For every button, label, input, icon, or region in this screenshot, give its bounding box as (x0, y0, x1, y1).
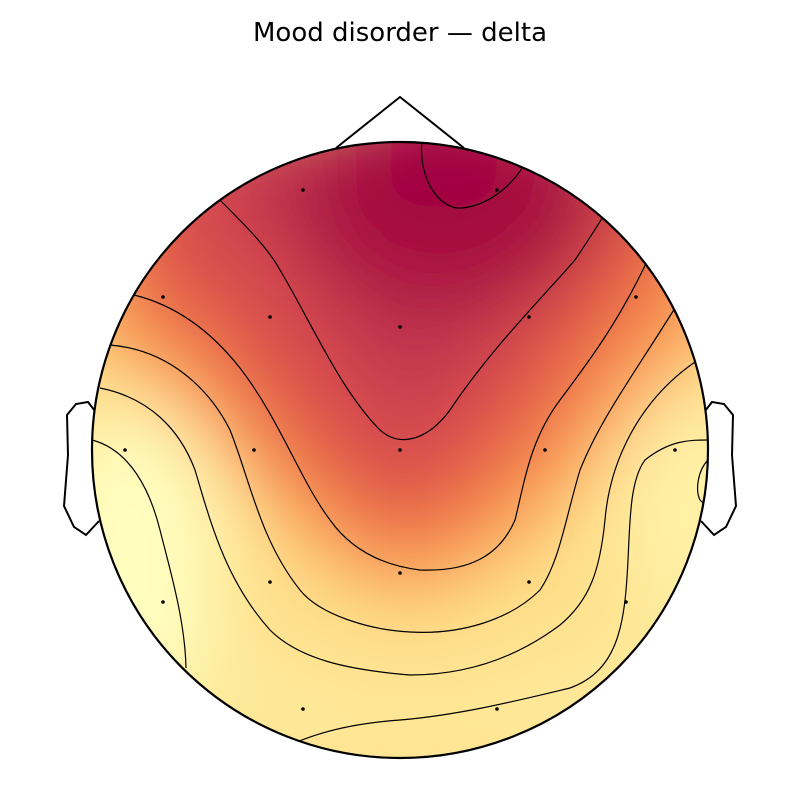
electrode-fp2 (495, 188, 499, 192)
electrode-cz (398, 448, 402, 452)
electrode-f3 (268, 315, 272, 319)
topomap-surface (92, 142, 708, 758)
electrode-o1 (301, 707, 305, 711)
electrodes (123, 188, 677, 711)
figure-title: Mood disorder — delta (253, 18, 547, 48)
electrode-t5 (161, 600, 165, 604)
electrode-c3 (252, 448, 256, 452)
contour-line-2 (217, 197, 605, 440)
contour-line-7 (254, 439, 708, 758)
electrode-fp1 (301, 188, 305, 192)
electrode-o2 (495, 707, 499, 711)
electrode-f4 (527, 315, 531, 319)
electrode-f7 (161, 295, 165, 299)
contour-line-6 (92, 439, 187, 669)
electrode-t3 (123, 448, 127, 452)
electrode-fz (398, 325, 402, 329)
electrode-t6 (624, 600, 628, 604)
contour-lines (92, 142, 708, 758)
right-ear-outline (700, 400, 738, 537)
contour-line-3 (133, 254, 651, 571)
electrode-f8 (634, 295, 638, 299)
contour-line-1 (420, 142, 525, 209)
contour-line-5 (99, 361, 696, 676)
left-ear-outline (62, 400, 100, 537)
electrode-pz (398, 571, 402, 575)
nose-outline (335, 95, 465, 149)
head-outline (90, 140, 710, 760)
electrode-p4 (527, 580, 531, 584)
electrode-p3 (268, 580, 272, 584)
contour-line-4 (109, 307, 676, 633)
electrode-t4 (673, 448, 677, 452)
electrode-c4 (543, 448, 547, 452)
